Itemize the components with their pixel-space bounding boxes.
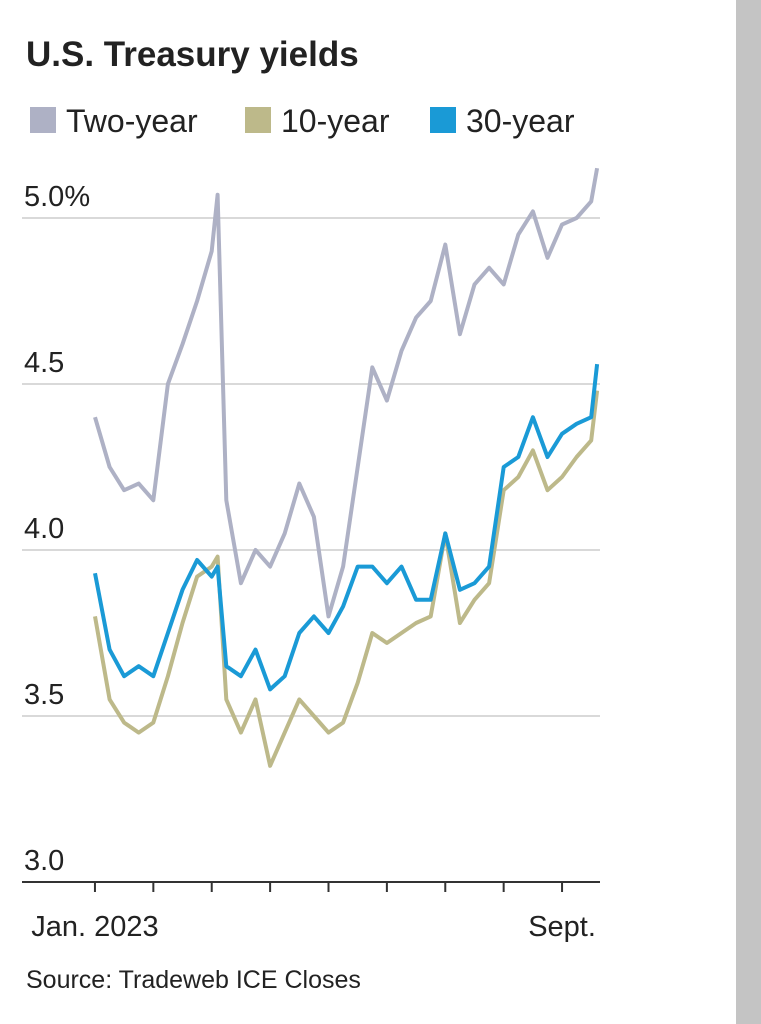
series-line: [93, 390, 600, 768]
legend-label: 10-year: [281, 103, 390, 139]
series-line: [93, 363, 600, 692]
legend-swatch: [430, 107, 456, 133]
y-tick-label: 3.0: [24, 845, 64, 877]
legend-swatch: [30, 107, 56, 133]
chart-title: U.S. Treasury yields: [26, 35, 359, 74]
legend-label: 30-year: [466, 103, 575, 139]
y-tick-label: 5.0%: [24, 181, 90, 213]
series-line: [93, 167, 600, 619]
x-tick-label: Sept.: [528, 911, 596, 943]
legend-label: Two-year: [66, 103, 198, 139]
y-tick-label: 4.5: [24, 347, 64, 379]
source: Source: Tradeweb ICE Closes: [26, 966, 361, 994]
legend-swatch: [245, 107, 271, 133]
x-tick-label: Jan. 2023: [31, 911, 158, 943]
y-tick-label: 3.5: [24, 679, 64, 711]
side-bar: [736, 0, 761, 1024]
y-tick-label: 4.0: [24, 513, 64, 545]
